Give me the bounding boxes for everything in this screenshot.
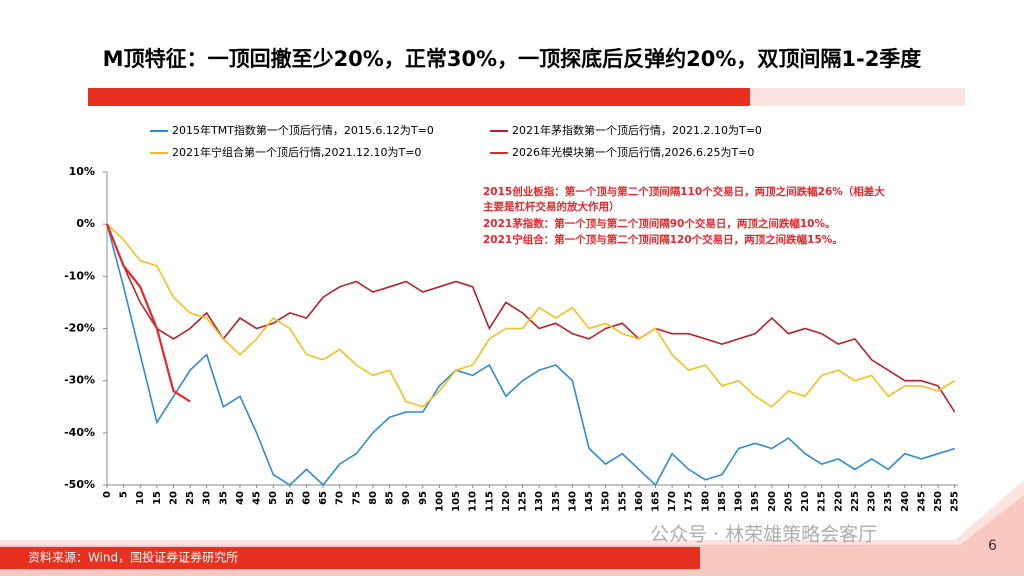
y-tick-label: 10% xyxy=(69,165,95,178)
plot: 10% 0% -10% -20% -30% -40% -50% 0 5 10 15 20 25 30 35 4… xyxy=(64,123,961,512)
x-tick-label: 210 xyxy=(800,491,811,512)
series-line xyxy=(106,223,956,413)
x-tick-label: 115 xyxy=(484,491,495,512)
x-tick-label: 100 xyxy=(434,491,445,512)
annotation: 2021茅指数：第一个顶与第二个顶间隔90个交易日，两顶之间跌幅10%。 xyxy=(483,217,835,230)
x-tick-label: 95 xyxy=(418,491,429,505)
x-tick-label: 140 xyxy=(567,491,578,512)
x-tick-label: 195 xyxy=(750,491,761,512)
x-tick-label: 45 xyxy=(252,491,263,505)
title-bar xyxy=(88,88,750,106)
x-tick-label: 175 xyxy=(684,491,695,512)
x-tick-label: 160 xyxy=(634,491,645,512)
x-tick-label: 120 xyxy=(501,491,512,512)
x-tick-label: 235 xyxy=(883,491,894,512)
x-tick-label: 220 xyxy=(833,491,844,512)
x-tick-label: 70 xyxy=(335,491,346,505)
x-tick-label: 105 xyxy=(451,491,462,512)
x-tick-label: 170 xyxy=(667,491,678,512)
page-number: 6 xyxy=(988,538,997,554)
legend-label: 2021年宁组合第一个顶后行情,2021.12.10为T=0 xyxy=(172,145,421,159)
x-tick-label: 5 xyxy=(119,491,130,498)
title: M顶特征：一顶回撤至少20%，正常30%，一顶探底后反弹约20%，双顶间隔1-2… xyxy=(103,47,922,71)
x-tick-label: 15 xyxy=(152,491,163,505)
x-tick-label: 185 xyxy=(717,491,728,512)
annotation: 主要是杠杆交易的放大作用） xyxy=(483,200,620,213)
x-tick-label: 25 xyxy=(185,491,196,505)
x-tick-label: 80 xyxy=(368,491,379,505)
x-tick-label: 65 xyxy=(318,491,329,505)
x-tick-label: 135 xyxy=(551,491,562,512)
x-tick-label: 165 xyxy=(650,491,661,512)
annotation: 2015创业板指：第一个顶与第二个顶间隔110个交易日，两顶之间跌幅26%（相差… xyxy=(483,185,885,198)
x-tick-label: 30 xyxy=(202,491,213,505)
x-tick-label: 200 xyxy=(767,491,778,512)
x-tick-label: 205 xyxy=(783,491,794,512)
x-tick-label: 155 xyxy=(617,491,628,512)
x-tick-label: 0 xyxy=(102,491,113,498)
x-tick-label: 230 xyxy=(867,491,878,512)
x-tick-label: 240 xyxy=(900,491,911,512)
legend-label: 2015年TMT指数第一个顶后行情，2015.6.12为T=0 xyxy=(172,123,434,137)
x-tick-label: 35 xyxy=(218,491,229,505)
y-tick-label: -20% xyxy=(64,322,95,335)
x-tick-label: 90 xyxy=(401,491,412,505)
x-tick-label: 125 xyxy=(518,491,529,512)
series-line xyxy=(106,223,956,408)
x-tick-label: 250 xyxy=(933,491,944,512)
x-tick-label: 85 xyxy=(385,491,396,505)
x-tick-label: 255 xyxy=(950,491,961,512)
footer-band xyxy=(0,547,700,569)
x-tick-label: 75 xyxy=(351,491,362,505)
y-tick-label: 0% xyxy=(76,217,95,230)
x-tick-label: 20 xyxy=(168,491,179,505)
x-tick-label: 50 xyxy=(268,491,279,505)
x-tick-label: 60 xyxy=(301,491,312,505)
x-tick-label: 225 xyxy=(850,491,861,512)
x-tick-label: 145 xyxy=(584,491,595,512)
x-tick-label: 190 xyxy=(734,491,745,512)
series-line xyxy=(106,223,955,487)
source: 资料来源：Wind，国投证券证券研究所 xyxy=(28,550,238,565)
x-tick-label: 180 xyxy=(700,491,711,512)
watermark: 公众号 · 林荣雄策略会客厅 xyxy=(650,524,877,546)
x-tick-label: 40 xyxy=(235,491,246,505)
series-line xyxy=(105,223,191,403)
legend-label: 2026年光模块第一个顶后行情,2026.6.25为T=0 xyxy=(512,145,754,159)
x-tick-label: 215 xyxy=(817,491,828,512)
x-tick-label: 10 xyxy=(135,491,146,505)
title-bar-tail xyxy=(750,88,965,106)
legend-label: 2021年茅指数第一个顶后行情，2021.2.10为T=0 xyxy=(512,123,762,137)
y-tick-label: -50% xyxy=(64,478,95,491)
x-tick-label: 245 xyxy=(916,491,927,512)
x-tick-label: 150 xyxy=(601,491,612,512)
y-tick-label: -40% xyxy=(64,426,95,439)
x-tick-label: 130 xyxy=(534,491,545,512)
x-tick-label: 55 xyxy=(285,491,296,505)
y-tick-label: -10% xyxy=(64,269,95,282)
y-tick-label: -30% xyxy=(64,374,95,387)
x-tick-label: 110 xyxy=(468,491,479,512)
annotation: 2021宁组合：第一个顶与第二个顶间隔120个交易日，两顶之间跌幅15%。 xyxy=(483,233,843,246)
